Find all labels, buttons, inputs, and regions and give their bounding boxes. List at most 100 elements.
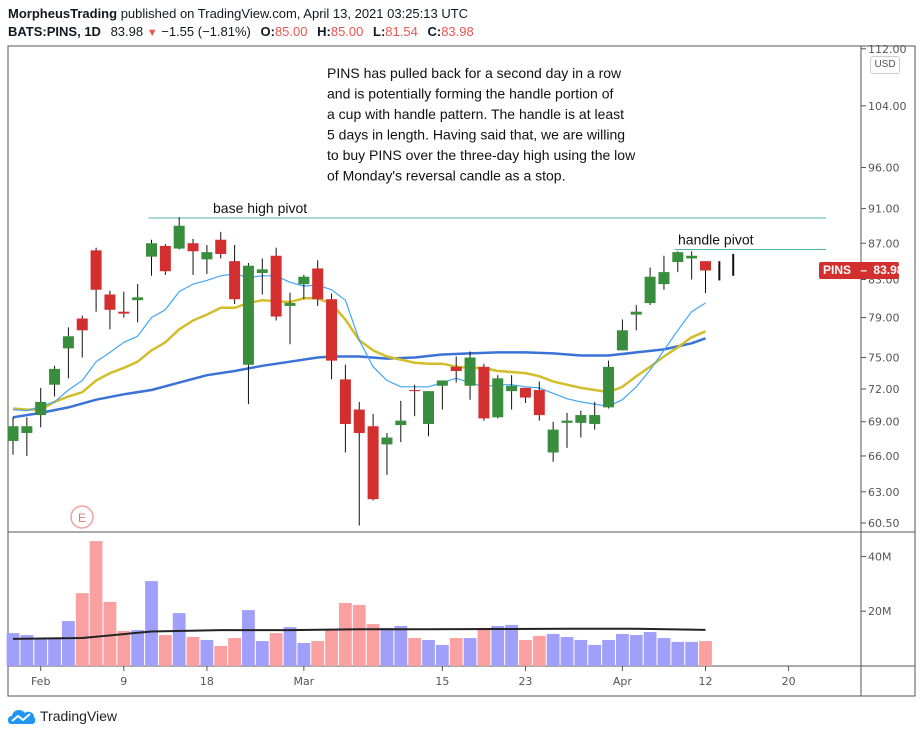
last-price: 83.98 (110, 24, 144, 39)
candle-body-up (616, 330, 628, 351)
volume-bar (657, 638, 671, 666)
volume-bar (380, 627, 394, 666)
volume-bar (34, 638, 48, 666)
candle (201, 245, 213, 274)
candle (395, 400, 407, 443)
earnings-marker[interactable]: E (70, 505, 94, 529)
annotation-line: a cup with handle pattern. The handle is… (327, 106, 624, 122)
candle-body-down (187, 243, 199, 252)
volume-tick-label: 40M (868, 550, 892, 563)
candle-body-up (21, 426, 33, 433)
price-tick-label: 63.00 (868, 486, 900, 499)
candle (575, 410, 587, 438)
candle-body-down (312, 268, 324, 300)
candle-body-up (381, 437, 393, 445)
candle-body-down (409, 390, 421, 392)
candle-body-up (672, 252, 684, 263)
candle (146, 239, 157, 276)
volume-bar (269, 633, 283, 666)
candle-body-up (547, 429, 559, 453)
candle (672, 251, 684, 273)
time-tick-label: 9 (120, 675, 127, 688)
volume-bar (532, 635, 546, 666)
candle-body-down (118, 311, 130, 314)
candle-body-up (49, 368, 61, 385)
candle (312, 260, 324, 306)
high-label: H: (317, 24, 331, 39)
candle-body-up (492, 378, 504, 418)
volume-bar (158, 635, 172, 666)
volume-bar (408, 638, 422, 666)
annotation-line: PINS has pulled back for a second day in… (327, 65, 622, 81)
candle (589, 401, 601, 430)
candle (506, 375, 518, 410)
candle-body-up (298, 276, 310, 285)
candle (561, 412, 573, 448)
currency-badge[interactable]: USD (870, 56, 900, 74)
author-name[interactable]: MorpheusTrading (8, 6, 118, 21)
candle-body-up (603, 366, 615, 408)
close-value: 83.98 (441, 24, 474, 39)
candle (90, 247, 102, 312)
volume-bar (435, 644, 449, 666)
candle (700, 261, 711, 294)
candle (242, 262, 254, 405)
time-tick-label: 15 (435, 675, 449, 688)
candle-body-up (146, 243, 157, 257)
time-tick-label: Mar (293, 675, 314, 688)
volume-bar (255, 641, 269, 666)
candle-body-down (76, 318, 88, 331)
price-tick-label: 75.00 (868, 352, 900, 365)
candle-body-down (339, 379, 351, 424)
candle-body-down (270, 255, 282, 317)
volume-bar (214, 645, 228, 666)
volume-bar (103, 601, 117, 666)
volume-bar (643, 632, 657, 666)
volume-bar (588, 644, 602, 666)
down-triangle-icon: ▼ (146, 27, 158, 39)
price-tick-label: 79.00 (868, 312, 900, 325)
ma-mid-line (12, 297, 706, 411)
candle (215, 231, 227, 259)
publish-info: MorpheusTrading published on TradingView… (8, 6, 468, 21)
high-value: 85.00 (330, 24, 364, 39)
candle-body-down (159, 245, 171, 272)
time-tick-label: 23 (518, 675, 532, 688)
earnings-label: E (78, 511, 86, 525)
candle-body-up (7, 426, 19, 441)
candle-body-up (644, 276, 656, 304)
ma-fast-line (12, 273, 706, 412)
volume-bar (283, 627, 297, 666)
low-label: L: (373, 24, 386, 39)
candle-body-up (201, 252, 213, 260)
time-tick-label: 20 (782, 675, 796, 688)
last-price-label: PINS – 83.98 (819, 262, 903, 279)
volume-bar (339, 602, 352, 666)
candle-body-up (35, 401, 47, 416)
earnings-circle-icon (70, 505, 94, 529)
candle-body-up (589, 415, 601, 424)
candle-body-up (575, 415, 587, 423)
volume-bar (546, 633, 560, 666)
candle (616, 319, 628, 351)
candle-body-down (215, 239, 227, 254)
price-tick-label: 91.00 (868, 203, 900, 216)
volume-bar (477, 627, 491, 666)
candle (339, 364, 351, 453)
annotation-line: and is potentially forming the handle po… (327, 86, 614, 102)
candle (367, 413, 379, 501)
candle (104, 290, 116, 330)
volume-bar (117, 630, 131, 666)
candle (62, 327, 74, 379)
volume-bar (186, 636, 200, 666)
tradingview-logo[interactable]: TradingView (8, 707, 117, 725)
candle (381, 432, 393, 475)
candle (35, 387, 47, 428)
volume-bar (131, 630, 145, 666)
volume-bar (20, 635, 34, 666)
candle (519, 387, 531, 403)
volume-bar (685, 641, 699, 666)
volume-bar (6, 633, 20, 666)
candle-body-up (436, 380, 448, 386)
